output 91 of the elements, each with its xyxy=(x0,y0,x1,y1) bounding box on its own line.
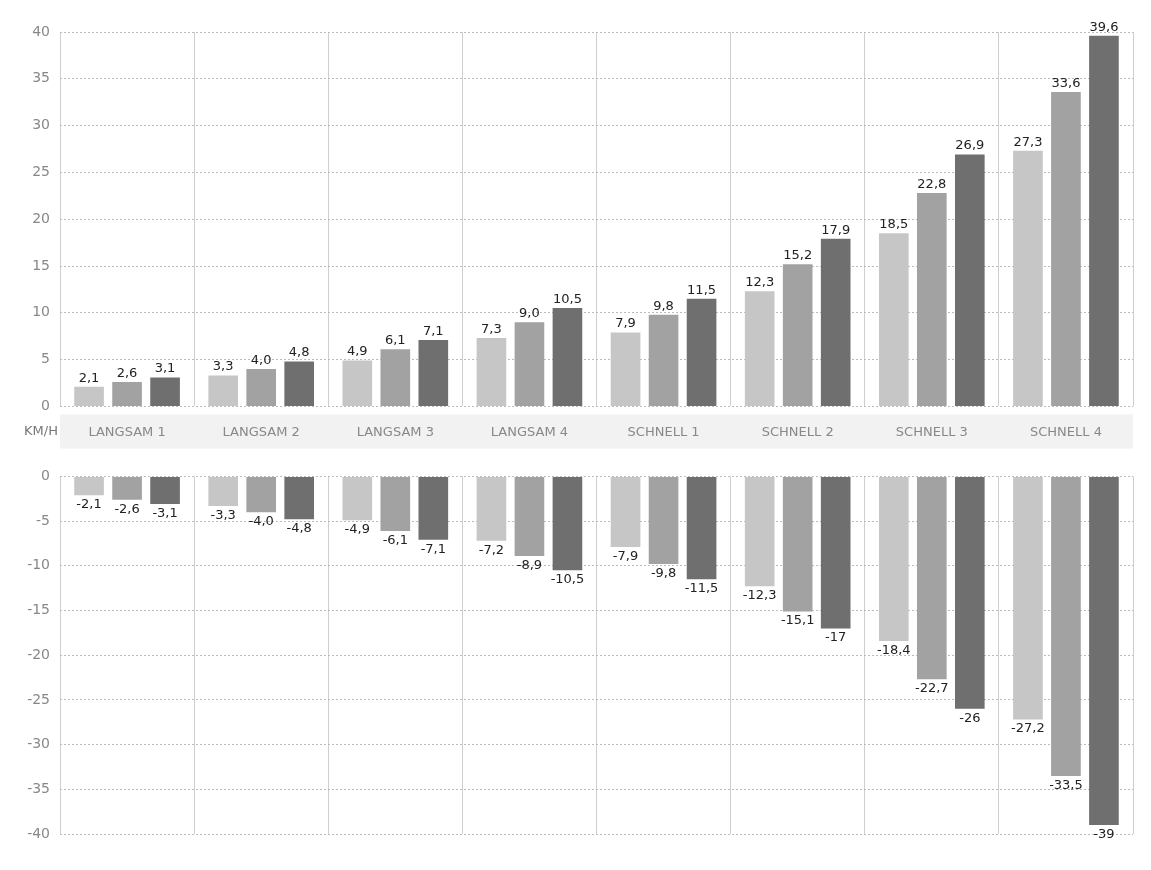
data-label: 3,1 xyxy=(154,360,176,376)
data-label: 6,1 xyxy=(384,332,406,348)
data-label: -2,6 xyxy=(114,500,140,516)
data-label: -22,7 xyxy=(914,680,949,696)
data-label: -33,5 xyxy=(1049,776,1083,792)
data-label: -11,5 xyxy=(684,580,719,596)
data-label: -39 xyxy=(1093,825,1115,841)
data-label: -7,9 xyxy=(612,547,639,563)
y-tick-label: 20 xyxy=(32,209,50,226)
y-tick-label: -35 xyxy=(27,779,50,796)
data-label: 33,6 xyxy=(1051,74,1081,90)
data-label: 9,0 xyxy=(519,305,540,321)
bar xyxy=(648,314,679,406)
y-tick-label: -5 xyxy=(36,511,50,528)
data-label: 4,9 xyxy=(346,343,368,359)
data-label: -8,9 xyxy=(516,556,543,572)
data-label: 7,1 xyxy=(422,322,444,338)
bar xyxy=(284,361,315,406)
y-tick-label: -15 xyxy=(27,601,50,618)
bar xyxy=(380,349,411,406)
y-tick-label: 40 xyxy=(32,22,50,39)
data-label: -4,0 xyxy=(248,513,274,529)
data-label: -18,4 xyxy=(876,641,911,657)
data-label: -10,5 xyxy=(550,571,585,587)
data-label: 27,3 xyxy=(1013,133,1043,149)
data-label: -12,3 xyxy=(742,587,777,603)
bar xyxy=(954,154,985,406)
bar xyxy=(1051,91,1081,406)
data-label: 7,3 xyxy=(481,320,502,336)
data-label: 12,3 xyxy=(745,274,775,290)
y-tick-label: 30 xyxy=(32,116,50,133)
data-label: -26 xyxy=(959,709,981,725)
bar xyxy=(112,382,142,406)
data-label: 15,2 xyxy=(783,247,813,262)
y-tick-label: -20 xyxy=(27,645,50,662)
y-tick-label: 0 xyxy=(41,397,50,414)
data-label: -27,2 xyxy=(1011,720,1045,736)
data-label: -7,2 xyxy=(478,541,505,557)
data-label: -3,3 xyxy=(210,506,236,522)
bar xyxy=(150,377,180,406)
bar xyxy=(246,368,277,406)
bar xyxy=(552,308,583,406)
data-label: 2,6 xyxy=(116,364,138,380)
bar xyxy=(782,264,813,406)
data-label: -2,1 xyxy=(76,496,102,512)
bar xyxy=(514,322,545,406)
data-label: 17,9 xyxy=(821,221,851,237)
bar xyxy=(916,192,947,406)
data-label: -4,9 xyxy=(344,521,370,537)
x-tick-label: LANGSAM 1 xyxy=(88,423,166,439)
data-label: 39,6 xyxy=(1089,18,1119,34)
data-label: -3,1 xyxy=(152,504,178,520)
bar xyxy=(1089,35,1119,406)
data-label: 11,5 xyxy=(687,281,717,297)
y-tick-label: 5 xyxy=(41,350,50,367)
x-tick-label: LANGSAM 4 xyxy=(490,423,569,439)
y-tick-label: 35 xyxy=(32,69,50,86)
x-tick-label: SCHNELL 3 xyxy=(895,423,968,439)
y-tick-label: -30 xyxy=(27,735,50,752)
data-label: -17 xyxy=(825,629,847,645)
data-label: 18,5 xyxy=(879,216,909,232)
data-label: -9,8 xyxy=(650,564,677,580)
data-label: -15,1 xyxy=(780,612,815,628)
x-tick-label: SCHNELL 1 xyxy=(627,423,700,439)
bar xyxy=(418,339,449,406)
bar xyxy=(820,238,851,406)
data-label: -7,1 xyxy=(420,540,446,556)
data-label: 9,8 xyxy=(653,297,674,313)
data-label: 4,8 xyxy=(288,344,310,360)
y-tick-label: 0 xyxy=(41,467,50,484)
y-tick-label: 15 xyxy=(32,256,50,273)
x-tick-label: SCHNELL 4 xyxy=(1029,423,1102,439)
x-tick-label: LANGSAM 2 xyxy=(222,423,300,439)
data-label: 22,8 xyxy=(917,175,947,191)
data-label: 26,9 xyxy=(955,137,985,153)
data-label: 10,5 xyxy=(552,290,582,306)
y-tick-label: -40 xyxy=(27,824,50,841)
data-label: 4,0 xyxy=(250,351,272,367)
data-label: -6,1 xyxy=(382,531,408,547)
y-tick-label: 10 xyxy=(32,303,50,320)
bar xyxy=(686,298,717,406)
x-tick-label: LANGSAM 3 xyxy=(356,423,434,439)
x-tick-label: SCHNELL 2 xyxy=(761,423,834,439)
y-tick-label: -10 xyxy=(27,556,50,573)
data-label: 3,3 xyxy=(212,358,234,374)
data-label: -4,8 xyxy=(286,520,312,536)
y-axis-title: KM/H xyxy=(24,422,58,438)
data-label: 2,1 xyxy=(78,369,100,385)
y-tick-label: -25 xyxy=(27,690,50,707)
y-tick-label: 25 xyxy=(32,163,50,180)
data-label: 7,9 xyxy=(615,315,636,331)
